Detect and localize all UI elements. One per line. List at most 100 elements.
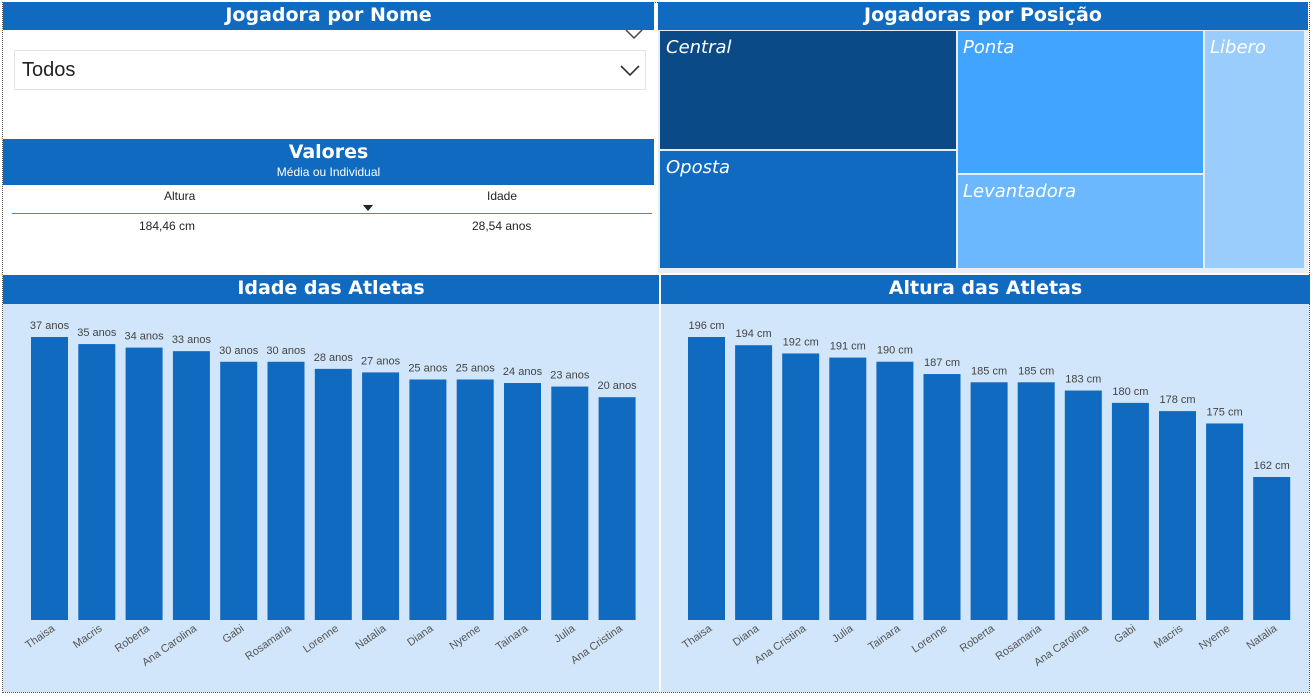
altura-data-label: 191 cm	[830, 341, 866, 353]
idade-data-label: 27 anos	[361, 355, 401, 367]
altura-bar[interactable]	[1111, 402, 1149, 620]
idade-data-label: 24 anos	[503, 366, 543, 378]
table-header-divider	[12, 213, 652, 214]
idade-bar[interactable]	[78, 344, 116, 620]
values-card-title: Valores	[288, 141, 369, 163]
idade-category-label: Natalia	[353, 622, 389, 652]
altura-bar[interactable]	[970, 382, 1008, 620]
idade-data-label: 33 anos	[172, 334, 212, 346]
idade-bar[interactable]	[267, 361, 305, 620]
treemap-tile-central[interactable]: Central	[660, 31, 956, 149]
idade-data-label: 20 anos	[598, 380, 638, 392]
altura-data-label: 178 cm	[1159, 394, 1195, 406]
altura-bar[interactable]	[829, 357, 867, 620]
idade-bar[interactable]	[220, 361, 258, 620]
idade-category-label: Lorenne	[301, 623, 341, 656]
idade-bar[interactable]	[551, 386, 589, 620]
chart-idade: 37 anos Thaisa 35 anos Macris 34 anos Roberta…	[23, 320, 638, 669]
values-card-header: Valores Média ou Individual	[3, 139, 654, 185]
idade-bar[interactable]	[125, 347, 163, 620]
treemap-title: Jogadoras por Posição	[658, 2, 1308, 30]
idade-bar[interactable]	[314, 368, 352, 620]
chart-altura-title: Altura das Atletas	[661, 275, 1310, 304]
treemap-label-central: Central	[666, 37, 732, 58]
altura-category-label: Tainara	[866, 622, 903, 653]
altura-category-label: Thaisa	[680, 622, 715, 651]
chevron-down-icon[interactable]	[624, 27, 644, 41]
sort-arrow-icon[interactable]	[362, 204, 374, 212]
altura-data-label: 192 cm	[783, 336, 819, 348]
chart-idade-title: Idade das Atletas	[3, 275, 659, 304]
idade-category-label: Diana	[405, 622, 436, 649]
idade-category-label: Gabi	[220, 623, 246, 646]
idade-data-label: 25 anos	[408, 362, 448, 374]
altura-category-label: Ana Cristina	[752, 622, 809, 667]
altura-category-label: Lorenne	[910, 623, 950, 656]
slicer-selected-value: Todos	[22, 59, 76, 81]
idade-bar[interactable]	[598, 397, 636, 620]
slicer-title: Jogadora por Nome	[3, 2, 654, 30]
altura-bar[interactable]	[1064, 390, 1102, 620]
treemap-tile-libero[interactable]: Libero	[1205, 31, 1304, 268]
altura-bar[interactable]	[735, 345, 773, 620]
idade-data-label: 25 anos	[456, 362, 496, 374]
idade-data-label: 23 anos	[550, 370, 590, 382]
altura-bar[interactable]	[876, 361, 914, 620]
altura-data-label: 183 cm	[1065, 374, 1101, 386]
idade-data-label: 35 anos	[77, 327, 117, 339]
altura-category-label: Julia	[830, 622, 856, 645]
table-cell-altura: 184,46 cm	[139, 219, 196, 233]
treemap-label-levantadora: Levantadora	[963, 181, 1077, 202]
idade-data-label: 30 anos	[219, 345, 259, 357]
table-header-altura[interactable]: Altura	[164, 189, 196, 203]
idade-category-label: Rosamaria	[243, 622, 294, 663]
altura-category-label: Macris	[1152, 622, 1186, 651]
altura-category-label: Gabi	[1112, 623, 1138, 646]
idade-category-label: Nyeme	[447, 623, 482, 653]
treemap-label-ponta: Ponta	[963, 37, 1015, 58]
idade-bar[interactable]	[456, 379, 494, 620]
values-card-subtitle: Média ou Individual	[276, 165, 381, 179]
altura-category-label: Nyeme	[1197, 623, 1232, 653]
altura-bar[interactable]	[688, 337, 725, 620]
altura-category-label: Natalia	[1244, 622, 1280, 652]
altura-bar[interactable]	[1253, 477, 1291, 620]
idade-category-label: Ana Cristina	[569, 622, 626, 667]
altura-bar[interactable]	[1206, 423, 1244, 620]
altura-bar[interactable]	[782, 353, 820, 620]
slicer-dropdown[interactable]: Todos	[14, 50, 646, 90]
idade-data-label: 30 anos	[266, 345, 306, 357]
chart-altura: 196 cm Thaisa 194 cm Diana 192 cm Ana Cristin…	[680, 320, 1291, 669]
idade-category-label: Roberta	[113, 622, 153, 655]
altura-category-label: Roberta	[958, 622, 998, 655]
idade-bar[interactable]	[172, 351, 210, 620]
altura-data-label: 162 cm	[1254, 460, 1290, 472]
altura-data-label: 175 cm	[1207, 406, 1243, 418]
altura-data-label: 190 cm	[877, 345, 913, 357]
altura-data-label: 196 cm	[688, 320, 724, 332]
altura-bar[interactable]	[1159, 411, 1196, 620]
idade-data-label: 37 anos	[30, 320, 70, 332]
idade-bar[interactable]	[362, 372, 400, 620]
idade-bar[interactable]	[31, 337, 68, 620]
treemap-label-oposta: Oposta	[666, 157, 731, 178]
chevron-down-icon[interactable]	[619, 63, 641, 79]
idade-category-label: Tainara	[494, 622, 531, 653]
altura-category-label: Diana	[731, 622, 762, 649]
treemap-tile-levantadora[interactable]: Levantadora	[958, 175, 1203, 268]
idade-bar[interactable]	[504, 383, 541, 620]
idade-data-label: 28 anos	[314, 352, 354, 364]
altura-data-label: 185 cm	[1018, 365, 1054, 377]
table-header-idade[interactable]: Idade	[487, 189, 518, 203]
altura-bar[interactable]	[923, 374, 961, 620]
treemap-tile-oposta[interactable]: Oposta	[660, 151, 956, 268]
altura-data-label: 185 cm	[971, 365, 1007, 377]
altura-bar[interactable]	[1017, 382, 1055, 620]
idade-category-label: Julia	[552, 622, 578, 645]
idade-data-label: 34 anos	[125, 331, 165, 343]
idade-category-label: Macris	[71, 622, 105, 651]
altura-data-label: 180 cm	[1112, 386, 1148, 398]
treemap-tile-ponta[interactable]: Ponta	[958, 31, 1203, 173]
idade-bar[interactable]	[409, 379, 447, 620]
